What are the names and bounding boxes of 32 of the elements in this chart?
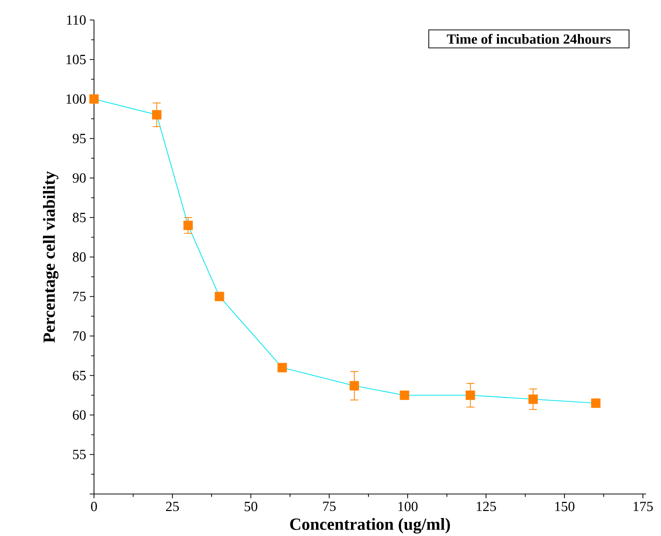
x-tick-label: 75 (323, 502, 336, 512)
point (278, 362, 287, 372)
x-tick-label: 100 (398, 502, 418, 512)
x-tick-label: 150 (555, 502, 574, 512)
x-tick-label: 0 (91, 502, 97, 512)
y-tick-label: 85 (72, 212, 86, 222)
point (528, 394, 538, 404)
point (89, 94, 99, 104)
y-tick-label: 70 (73, 331, 86, 341)
y-tick-label: 55 (73, 450, 86, 460)
y-tick-label: 80 (72, 252, 86, 262)
y-tick-label: 90 (72, 173, 86, 183)
y-tick-label: 95 (72, 134, 86, 144)
y-axis-title: Percentage cell viability (42, 171, 58, 343)
y-tick-label: 60 (72, 410, 86, 420)
point (466, 390, 476, 400)
y-tick-label: 100 (66, 94, 86, 104)
x-tick-label: 25 (166, 502, 179, 512)
x-tick-label: 125 (476, 502, 496, 512)
y-tick-label: 110 (67, 15, 86, 25)
x-tick-label: 50 (244, 502, 258, 512)
point (591, 398, 601, 408)
point (350, 381, 360, 390)
point (214, 292, 224, 302)
x-tick-label: 175 (634, 502, 653, 512)
point (152, 110, 162, 120)
y-tick-label: 105 (66, 54, 86, 64)
x-axis-title: Concentration (ug/ml) (290, 518, 450, 534)
point (183, 220, 193, 230)
annotation: Time of incubation 24hours (446, 34, 611, 44)
y-tick-label: 65 (72, 370, 86, 380)
y-tick-label: 75 (73, 292, 86, 302)
